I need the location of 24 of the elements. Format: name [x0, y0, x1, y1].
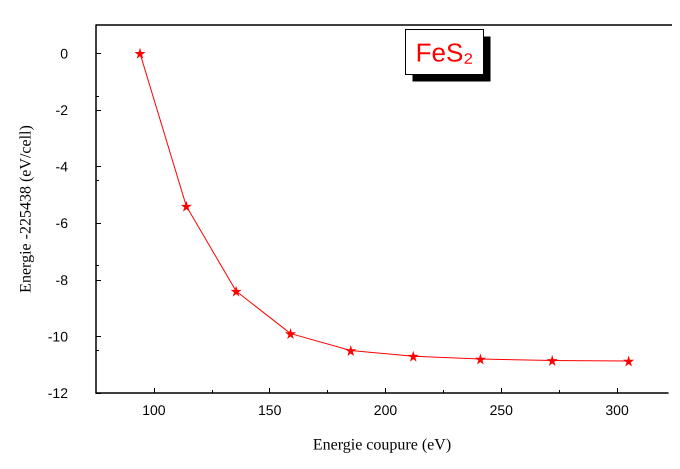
y-tick-label: 0	[60, 45, 68, 62]
point	[180, 200, 192, 212]
y-tick-label: -6	[56, 215, 68, 232]
y-tick-label: -10	[48, 328, 68, 344]
point	[474, 354, 486, 365]
x-tick-label: 300	[605, 402, 629, 418]
x-tick-label: 150	[258, 402, 282, 418]
y-axis-title: Energie -225438 (eV/cell)	[18, 125, 34, 293]
x-tick-label: 100	[142, 402, 166, 418]
point	[408, 350, 419, 362]
point	[345, 345, 356, 356]
point	[623, 356, 634, 367]
y-tick-label: -8	[56, 272, 68, 288]
x-axis-title: Energie coupure (eV)	[312, 436, 452, 454]
y-tick-label: -12	[48, 385, 68, 401]
x-tick-label: 250	[490, 402, 514, 418]
y-tick-label: -2	[56, 102, 68, 118]
x-tick-label: 200	[374, 402, 398, 418]
point	[285, 328, 296, 340]
point	[546, 354, 558, 366]
annotation: FeS₂	[416, 38, 474, 68]
y-tick-label: -4	[56, 158, 68, 175]
point	[230, 286, 242, 297]
point	[134, 48, 146, 59]
